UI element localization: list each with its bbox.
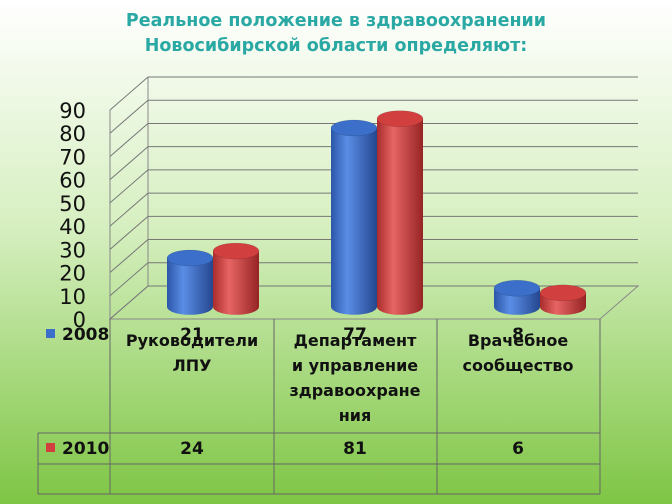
category-label-line: ния [339,406,372,425]
bar-2010-1 [376,110,424,315]
bar-body [167,258,213,315]
title-line-2: Новосибирской области определяют: [144,36,528,56]
y-tick-label: 0 [73,308,86,332]
y-tick-label: 60 [59,169,86,193]
gridline-side [109,262,149,297]
y-tick-label: 50 [59,192,86,216]
category-label-line: Врачебное [468,331,569,350]
y-tick-label: 80 [59,122,86,146]
gridline-side [109,239,149,273]
gridline-side [109,123,149,157]
bar-2010-2 [539,284,587,315]
category-label-line: и управление [292,356,418,375]
bar-top [212,242,260,260]
y-tick-label: 30 [59,238,86,262]
gridline-side [109,169,149,204]
category-label: Руководители ЛПУ [126,331,258,375]
bar-body [331,127,377,315]
bar-top [493,279,541,297]
data-label: 24 [180,439,204,459]
category-label-line: сообщество [462,356,573,375]
gridline-side [109,99,149,134]
bar-top [539,284,587,302]
data-label: 8 [512,325,524,345]
category-label-line: Руководители [126,331,258,350]
y-tick-label: 20 [59,262,86,286]
legend-swatch-2010 [46,443,55,452]
slide-title: Реальное положение в здравоохранении Нов… [0,9,672,59]
legend-swatch-2008 [46,329,55,338]
bar-2008-1 [330,119,378,315]
y-tick-label: 40 [59,215,86,239]
gridline-side [109,76,149,111]
bar-top [330,119,378,137]
bar-body [213,251,259,315]
legend-label-2008: 2008 [62,325,109,345]
data-label: 21 [180,325,204,345]
y-tick-label: 90 [59,99,86,123]
bar-2010-0 [212,242,260,315]
data-label: 77 [343,325,367,345]
gridline-side [109,285,149,320]
legend-label-2010: 2010 [62,439,109,459]
title-line-1: Реальное положение в здравоохранении [125,11,547,31]
bar-2008-0 [166,249,214,315]
gridline-side [109,192,149,227]
gridline-side [109,215,149,250]
data-label: 6 [512,439,524,459]
y-tick-label: 10 [59,285,86,309]
category-label: Департамент и управление здравоохране ния [289,331,420,425]
category-label: Врачебное сообщество [462,331,573,375]
gridline-side [109,146,149,181]
category-label-line: Департамент [294,331,417,350]
bar-2008-2 [493,279,541,315]
category-label-line: ЛПУ [172,356,211,375]
y-tick-label: 70 [59,145,86,169]
category-label-line: здравоохране [289,381,420,400]
bar-top [166,249,214,267]
bar-body [377,118,423,315]
data-table: Руководители ЛПУ Департамент и управление зд… [37,319,601,495]
bars-layer [166,110,587,315]
bar-top [376,110,424,127]
data-label: 81 [343,439,367,459]
